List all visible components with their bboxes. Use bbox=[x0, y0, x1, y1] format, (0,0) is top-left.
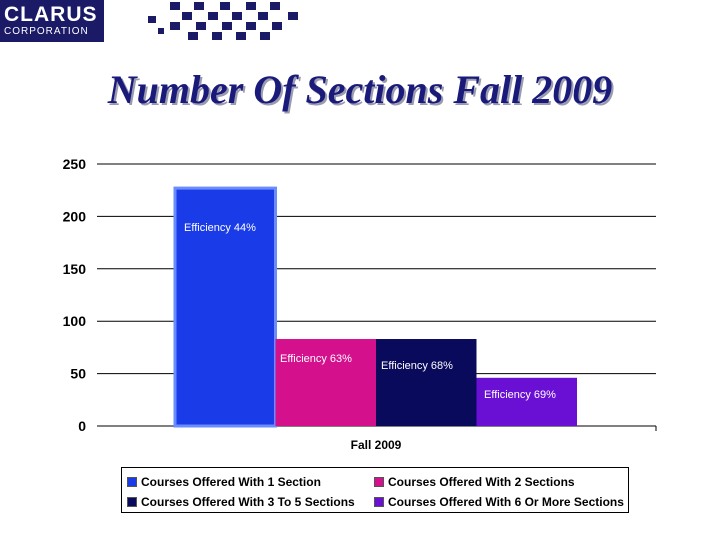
company-logo: CLARUS CORPORATION bbox=[0, 0, 104, 42]
bar bbox=[275, 339, 376, 426]
legend-swatch bbox=[127, 497, 137, 507]
bar bbox=[173, 186, 277, 428]
bar-data-label: Efficiency 63% bbox=[280, 353, 352, 365]
chart-legend: Courses Offered With 1 Section Courses Of… bbox=[121, 467, 629, 513]
bar bbox=[476, 377, 577, 426]
legend-label: Courses Offered With 3 To 5 Sections bbox=[141, 495, 355, 509]
x-axis-label: Fall 2009 bbox=[351, 438, 402, 452]
legend-label: Courses Offered With 6 Or More Sections bbox=[388, 495, 624, 509]
y-tick-label: 150 bbox=[63, 261, 87, 277]
y-tick-label: 100 bbox=[63, 313, 87, 329]
bar-data-label: Efficiency 44% bbox=[184, 222, 256, 234]
logo-name: CLARUS bbox=[4, 3, 98, 26]
bar-data-label: Efficiency 68% bbox=[381, 360, 453, 372]
legend-swatch bbox=[374, 497, 384, 507]
logo-subtitle: CORPORATION bbox=[4, 26, 89, 37]
legend-swatch bbox=[374, 477, 384, 487]
legend-item: Courses Offered With 3 To 5 Sections bbox=[127, 493, 355, 511]
y-tick-label: 50 bbox=[70, 366, 86, 382]
legend-swatch bbox=[127, 477, 137, 487]
legend-item: Courses Offered With 2 Sections bbox=[374, 473, 575, 491]
y-tick-label: 200 bbox=[63, 208, 87, 224]
slide-title: Number Of Sections Fall 2009 bbox=[107, 67, 613, 112]
bar-data-label: Efficiency 69% bbox=[484, 389, 556, 401]
legend-item: Courses Offered With 1 Section bbox=[127, 473, 321, 491]
legend-item: Courses Offered With 6 Or More Sections bbox=[374, 493, 624, 511]
checker-pattern-decoration bbox=[148, 2, 298, 40]
bar bbox=[376, 339, 477, 426]
y-tick-label: 0 bbox=[78, 418, 86, 434]
y-tick-label: 250 bbox=[63, 156, 87, 172]
legend-label: Courses Offered With 2 Sections bbox=[388, 475, 575, 489]
legend-label: Courses Offered With 1 Section bbox=[141, 475, 321, 489]
